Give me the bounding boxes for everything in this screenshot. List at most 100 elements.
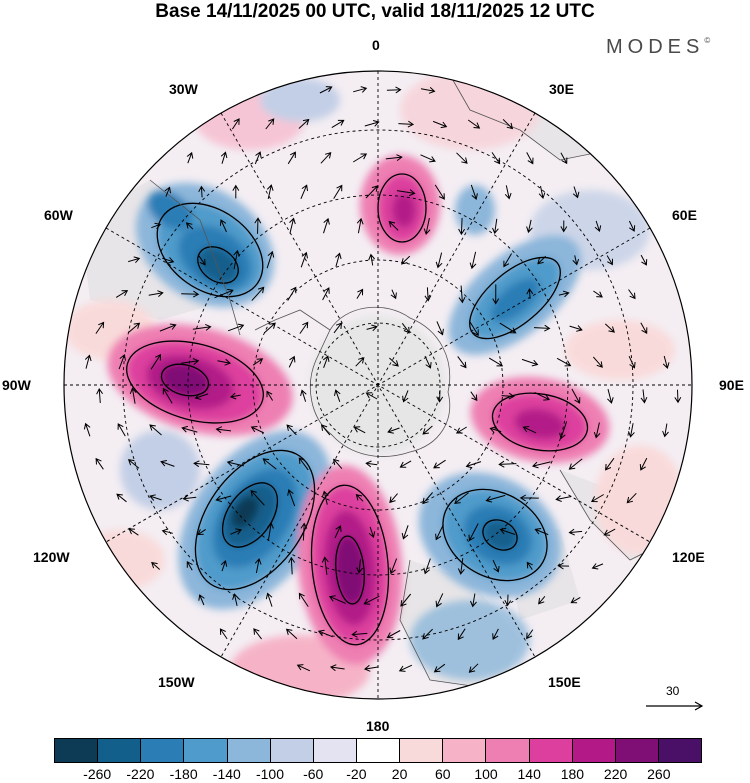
wind-arrow: [356, 559, 363, 574]
wind-arrow: [435, 524, 444, 541]
wind-arrow: [455, 426, 467, 434]
wind-arrow: [628, 220, 636, 232]
contour-lines: [126, 173, 589, 646]
wind-arrow: [534, 528, 549, 536]
wind-arrow: [560, 152, 568, 165]
legend-tick-label: 20: [391, 766, 408, 782]
wind-arrow: [465, 461, 482, 469]
wind-arrow: [606, 255, 613, 266]
wind-arrow: [489, 426, 502, 434]
wind-arrow: [162, 387, 173, 404]
wind-arrow: [352, 153, 368, 163]
wind-arrow: [181, 425, 198, 433]
wind-arrow: [640, 389, 648, 404]
wind-arrow: [457, 558, 465, 575]
wind-arrow: [570, 596, 581, 604]
wind-arrow: [485, 494, 506, 503]
wind-arrow: [436, 321, 444, 336]
wind-arrow: [368, 526, 376, 539]
color-legend: [54, 738, 702, 763]
wind-arrow: [220, 151, 228, 164]
wind-arrow: [607, 388, 614, 404]
wind-arrow: [219, 219, 227, 233]
wind-arrow: [571, 388, 581, 404]
wind-arrow: [458, 217, 466, 236]
wind-arrow: [385, 154, 403, 162]
wind-arrow: [353, 426, 366, 434]
wind-arrow: [181, 290, 200, 298]
wind-arrow: [572, 186, 580, 199]
wind-arrow: [266, 250, 275, 269]
wind-arrow: [423, 217, 431, 235]
wind-arrow: [420, 87, 436, 94]
wind-arrow: [83, 422, 91, 437]
wind-arrow: [331, 119, 345, 129]
wind-arrow: [640, 254, 648, 266]
lon-label-30w: 30W: [169, 81, 198, 97]
wind-arrow: [128, 528, 139, 536]
wind-arrow: [300, 389, 307, 402]
graticule: [64, 71, 692, 699]
wind-arrow: [250, 489, 265, 506]
wind-arrow: [569, 325, 583, 332]
wind-arrow: [334, 389, 341, 402]
wind-arrow: [254, 217, 262, 234]
wind-arrow: [220, 559, 228, 572]
wind-arrow: [399, 460, 412, 468]
wind-arrow: [149, 424, 162, 436]
lon-label-120e: 120E: [672, 549, 705, 565]
wind-arrow: [591, 563, 604, 570]
wind-arrow: [227, 323, 245, 332]
wind-arrow: [333, 458, 343, 470]
wind-arrow: [603, 528, 616, 536]
legend-tick-label: -180: [169, 766, 198, 782]
wind-arrow: [321, 556, 329, 575]
wind-arrow: [488, 357, 504, 367]
legend-tick-label: 60: [435, 766, 451, 782]
legend-swatch: [184, 739, 228, 762]
wind-arrow: [501, 392, 515, 400]
lon-label-120w: 120W: [33, 549, 70, 565]
wind-arrow: [128, 256, 141, 264]
legend-tick-label: -20: [346, 766, 367, 782]
wind-arrow: [151, 222, 162, 230]
wind-arrow: [96, 388, 104, 404]
wind-arrow: [355, 357, 365, 367]
map-disc: [64, 71, 692, 699]
wind-arrow: [422, 425, 433, 435]
wind-arrow: [521, 358, 539, 367]
wind-arrow: [557, 562, 570, 570]
wind-arrow: [198, 254, 206, 266]
wind-arrow: [217, 358, 232, 366]
wind-arrow: [572, 255, 580, 266]
wind-arrow: [251, 286, 265, 301]
wind-arrow: [215, 495, 232, 503]
wind-arrow: [253, 628, 262, 640]
wind-arrow: [433, 459, 446, 469]
wind-arrow: [639, 457, 648, 471]
lon-label-90e: 90E: [719, 377, 744, 393]
wind-arrow: [389, 493, 398, 504]
legend-swatch: [227, 739, 271, 762]
wind-arrow: [468, 663, 479, 673]
wind-arrow: [118, 353, 126, 370]
lon-label-60e: 60E: [672, 207, 697, 223]
wind-arrow: [351, 630, 368, 638]
wind-arrow: [229, 392, 241, 400]
wind-arrow: [498, 460, 517, 468]
reference-vector-arrow: [646, 701, 704, 711]
wind-arrow: [420, 154, 436, 163]
wind-arrow: [185, 222, 194, 230]
wind-arrow: [182, 494, 197, 502]
wind-arrow: [526, 152, 534, 165]
legend-swatch: [313, 739, 357, 762]
chart-title: Base 14/11/2025 00 UTC, valid 18/11/2025…: [155, 1, 595, 22]
wind-arrow: [365, 460, 378, 468]
wind-arrow: [470, 593, 477, 608]
wind-arrow: [192, 323, 212, 331]
wind-arrow: [363, 595, 380, 605]
wind-arrow: [193, 460, 210, 468]
wind-arrow: [329, 664, 345, 672]
wind-arrow: [148, 290, 164, 297]
